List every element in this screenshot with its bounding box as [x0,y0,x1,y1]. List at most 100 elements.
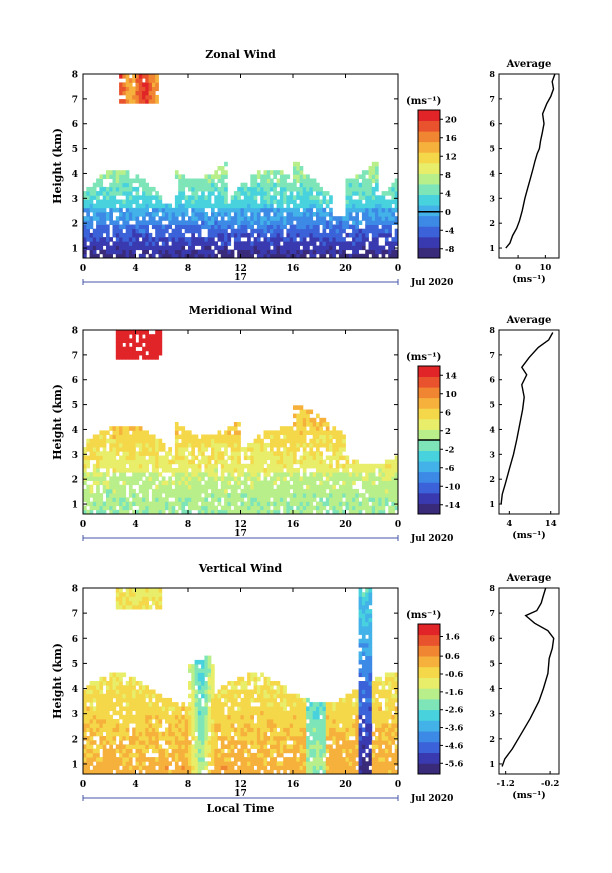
heatmap-cell [211,744,215,749]
heatmap-cell [371,253,376,259]
heatmap-cell [394,207,399,213]
heatmap-cell [128,463,133,469]
heatmap-cell [322,434,327,440]
heatmap-cell [296,203,300,209]
heatmap-cell [102,253,107,259]
heatmap-cell [106,706,110,711]
heatmap-cell [119,488,123,494]
heatmap-cell [83,463,87,469]
heatmap-cell [325,191,330,196]
heatmap-cell [296,174,300,179]
heatmap-cell [207,748,212,754]
heatmap-cell [125,224,130,230]
heatmap-cell [211,241,215,246]
heatmap-cell [391,497,396,502]
heatmap-cell [168,480,172,486]
heatmap-cell [158,714,163,720]
heatmap-cell [224,463,228,469]
heatmap-cell [322,714,327,720]
heatmap-cell [296,241,300,246]
heatmap-cell [233,761,238,766]
heatmap-cell [122,346,127,352]
heatmap-cell [286,727,291,733]
heatmap-cell [171,740,176,745]
heatmap-cell [220,237,225,242]
heatmap-cell [211,253,215,259]
heatmap-cell [197,659,202,665]
heatmap-cell [329,488,333,494]
heatmap-cell [214,765,218,771]
heatmap-cell [375,497,379,502]
heatmap-cell [296,220,300,225]
heatmap-cell [293,769,297,775]
heatmap-cell [106,245,110,251]
heatmap-cell [115,592,120,597]
heatmap-cell [89,719,94,724]
heatmap-cell [253,501,258,507]
heatmap-cell [260,203,264,209]
heatmap-cell [135,245,140,251]
heatmap-cell [381,203,386,209]
heatmap-cell [158,488,163,494]
heatmap-cell [355,501,359,507]
heatmap-cell [188,757,192,762]
heatmap-cell [322,472,327,477]
heatmap-cell [188,509,192,515]
heatmap-cell [135,719,140,724]
heatmap-cell [89,245,94,251]
heatmap-cell [335,438,340,444]
heatmap-cell [145,94,149,100]
heatmap-cell [178,253,182,259]
heatmap-cell [247,757,251,762]
heatmap-cell [201,178,205,184]
heatmap-cell [197,472,202,477]
heatmap-cell [158,748,163,754]
heatmap-cell [325,484,330,490]
heatmap-cell [125,199,130,205]
heatmap-cell [394,237,399,242]
heatmap-cell [240,714,245,720]
heatmap-cell [161,736,166,741]
heatmap-cell [106,752,110,758]
heatmap-cell [361,191,366,196]
heatmap-cell [171,748,176,754]
heatmap-cell [253,723,258,728]
heatmap-cell [299,769,304,775]
heatmap-cell [92,706,97,711]
heatmap-cell [214,455,218,461]
heatmap-cell [151,334,156,339]
heatmap-cell [112,224,117,230]
heatmap-cell [293,405,297,410]
heatmap-cell [142,90,146,96]
heatmap-cell [289,472,294,477]
heatmap-cell [319,497,323,502]
heatmap-cell [260,484,264,490]
heatmap-cell [115,346,120,352]
heatmap-cell [86,216,90,221]
heatmap-cell [191,501,195,507]
heatmap-cell [184,207,189,213]
heatmap-cell [106,714,110,720]
heatmap-cell [371,241,376,246]
heatmap-cell [115,182,120,188]
heatmap-cell [256,232,261,238]
heatmap-cell [302,207,307,213]
heatmap-cell [125,727,130,733]
heatmap-cell [92,689,97,695]
average-y-tick-label: 7 [489,350,495,360]
heatmap-cell [151,693,156,699]
heatmap-cell [119,714,123,720]
heatmap-cell [352,216,356,221]
heatmap-cell [224,769,228,775]
heatmap-cell [122,493,127,498]
heatmap-cell [214,761,218,766]
heatmap-cell [243,245,248,251]
heatmap-cell [233,476,238,481]
heatmap-cell [296,509,300,515]
heatmap-cell [151,493,156,498]
heatmap-cell [273,748,277,754]
heatmap-cell [240,697,245,703]
heatmap-cell [181,493,186,498]
heatmap-cell [266,249,271,255]
heatmap-cell [211,434,215,440]
